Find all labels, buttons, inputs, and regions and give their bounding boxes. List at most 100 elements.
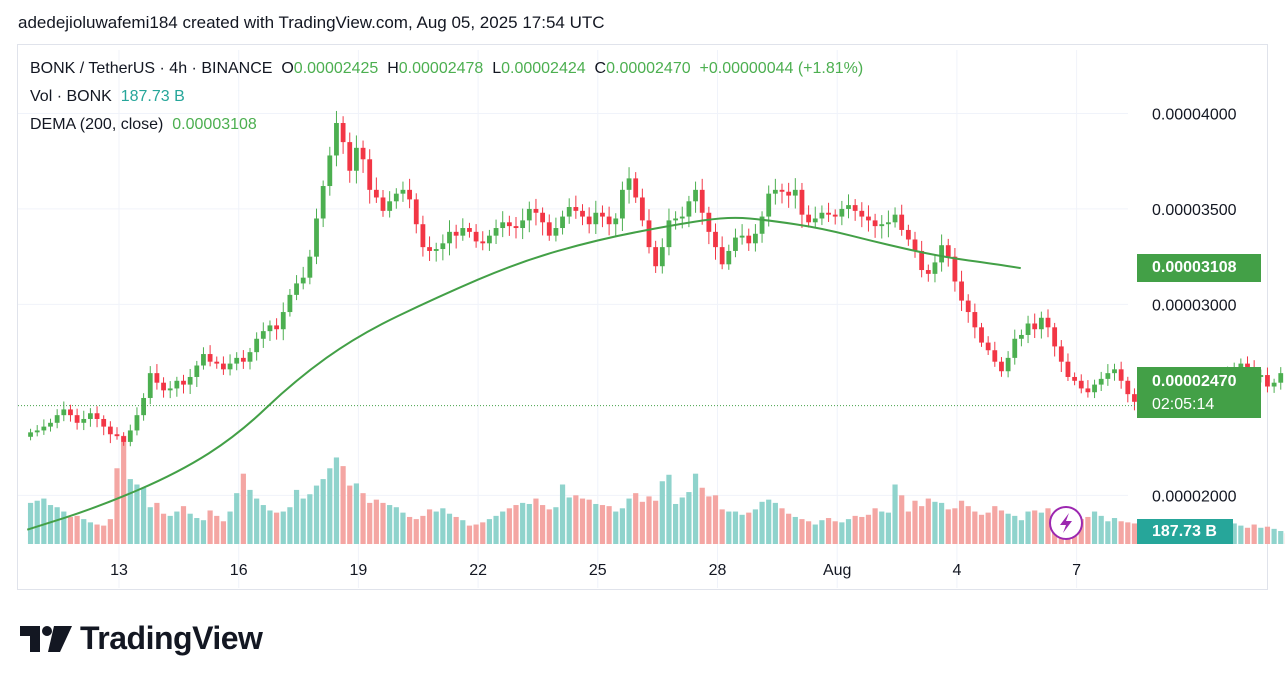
candle xyxy=(1005,351,1011,378)
candle xyxy=(413,193,419,234)
candle-body xyxy=(1045,317,1051,328)
volume-bar xyxy=(101,525,107,544)
tradingview-logo[interactable]: TradingView xyxy=(20,620,263,657)
volume-bar xyxy=(207,510,213,544)
candle xyxy=(28,428,33,441)
candle-body xyxy=(573,207,579,211)
candle xyxy=(167,381,173,399)
candle-body xyxy=(979,327,984,343)
volume-bar xyxy=(546,509,552,544)
candle-body xyxy=(759,216,765,234)
candle-body xyxy=(506,222,512,227)
candle xyxy=(274,318,280,340)
candle-body xyxy=(88,413,93,419)
candle-body xyxy=(533,208,539,213)
volume-bar xyxy=(825,518,832,544)
candle-body xyxy=(1065,361,1071,377)
volume-bar xyxy=(500,511,506,544)
price-tick-label: 0.00002000 xyxy=(1152,488,1237,505)
symbol-name[interactable]: BONK / TetherUS · 4h · BINANCE xyxy=(30,60,273,77)
volume-bar xyxy=(845,519,852,544)
candle xyxy=(134,407,140,436)
volume-bar xyxy=(353,483,360,544)
candle xyxy=(759,211,765,243)
volume-bar xyxy=(553,507,559,544)
volume-bar xyxy=(739,514,745,544)
candle xyxy=(487,229,492,251)
candle-body xyxy=(94,413,100,419)
candle xyxy=(1098,371,1104,392)
candle xyxy=(187,368,193,394)
candle-body xyxy=(54,415,60,423)
volume-bar xyxy=(340,466,346,544)
candle xyxy=(513,217,519,239)
volume-bar xyxy=(746,512,752,544)
candle-body xyxy=(719,247,725,265)
candle-body xyxy=(1032,323,1038,330)
volume-bar xyxy=(234,493,240,544)
candle xyxy=(819,205,825,226)
candle xyxy=(147,366,153,405)
candle-body xyxy=(1012,338,1018,358)
time-tick-label: Aug xyxy=(823,562,851,579)
volume-bar xyxy=(34,500,40,544)
volume-bar xyxy=(1278,531,1284,544)
candle-body xyxy=(633,178,639,198)
tradingview-logo-icon xyxy=(20,625,72,652)
volume-bar xyxy=(121,435,127,544)
volume-value: 187.73 B xyxy=(120,88,185,105)
candle xyxy=(314,208,319,265)
volume-bar xyxy=(54,507,60,544)
candle xyxy=(859,202,865,228)
candle-body xyxy=(1019,334,1024,339)
candle xyxy=(1032,313,1038,339)
candle xyxy=(68,404,73,422)
volume-bar xyxy=(466,525,473,544)
volume-badge: 187.73 B xyxy=(1137,519,1233,544)
volume-bar xyxy=(360,493,366,544)
candle xyxy=(593,200,599,235)
candle-body xyxy=(1105,373,1111,379)
volume-bar xyxy=(865,514,872,544)
volume-bar xyxy=(1005,513,1011,544)
candle-body xyxy=(673,218,679,221)
lightning-icon[interactable] xyxy=(1049,506,1083,540)
candle-body xyxy=(440,243,446,250)
candle xyxy=(81,410,87,431)
volume-bar xyxy=(945,509,951,544)
volume-bar xyxy=(486,519,493,544)
volume-label[interactable]: Vol · BONK xyxy=(30,88,112,105)
candle-body xyxy=(919,250,925,271)
candle xyxy=(586,207,592,234)
volume-bar xyxy=(919,506,925,544)
candle-body xyxy=(932,262,938,274)
volume-bar xyxy=(147,507,153,544)
volume-bar xyxy=(653,500,659,544)
volume-bar xyxy=(333,457,340,544)
volume-bar xyxy=(520,502,526,544)
candle xyxy=(254,332,260,361)
candle-body xyxy=(280,312,286,330)
candle-body xyxy=(1058,346,1064,362)
candle-body xyxy=(453,231,459,236)
volume-bar xyxy=(1238,525,1244,544)
volume-bar xyxy=(493,515,499,544)
candle xyxy=(546,214,552,241)
candle-body xyxy=(247,352,253,362)
volume-bar xyxy=(426,509,433,544)
candle-body xyxy=(606,216,612,225)
candle xyxy=(194,360,200,387)
candle-body xyxy=(899,214,905,230)
volume-bar xyxy=(287,507,293,544)
candle xyxy=(959,270,964,311)
candle-body xyxy=(347,142,353,171)
candle-body xyxy=(959,281,964,301)
candle-body xyxy=(1078,380,1084,389)
volume-bar xyxy=(1251,524,1257,544)
dema-label[interactable]: DEMA (200, close) xyxy=(30,116,164,133)
volume-bar xyxy=(619,508,626,544)
volume-bar xyxy=(87,522,94,544)
candle xyxy=(433,242,439,262)
candle-body xyxy=(214,361,220,364)
